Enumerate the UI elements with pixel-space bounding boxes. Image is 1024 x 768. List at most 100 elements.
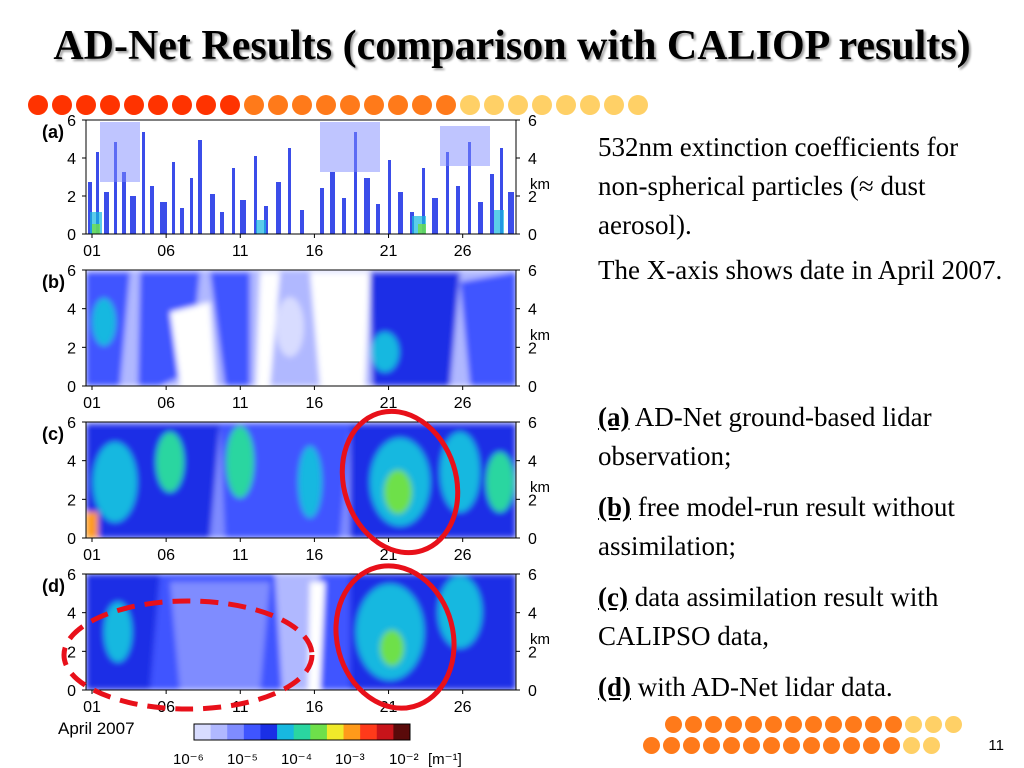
- colorbar-swatch: [343, 724, 361, 740]
- y-tick-label-right: 2: [528, 644, 537, 661]
- y-tick-label-right: 4: [528, 302, 537, 319]
- panel-d-label: (d): [42, 576, 65, 596]
- y-tick-label: 2: [67, 340, 76, 357]
- y-tick-label-right: 4: [528, 606, 537, 623]
- y-tick-label: 4: [67, 151, 76, 168]
- y-tick-label-right: 2: [528, 189, 537, 206]
- panel-b-plot: [85, 269, 517, 387]
- footer-dots-bottom: [643, 737, 940, 754]
- description-block: 532nm extinction coefficients for non-sp…: [598, 128, 1013, 290]
- y-tick-label-right: 0: [528, 531, 537, 548]
- colorbar-tick-label: 10⁻⁶: [173, 751, 204, 768]
- colorbar-swatch: [360, 724, 378, 740]
- colorbar-swatch: [227, 724, 245, 740]
- x-tick-label: 21: [380, 395, 398, 412]
- y-tick-label-right: 2: [528, 492, 537, 509]
- x-tick-label: 06: [157, 547, 175, 564]
- x-tick-label: 06: [157, 395, 175, 412]
- x-tick-label: 01: [83, 699, 101, 716]
- y-tick-label: 0: [67, 683, 76, 700]
- y-tick-label: 6: [67, 415, 76, 432]
- x-tick-label: 26: [454, 699, 472, 716]
- x-tick-label: 11: [232, 547, 249, 564]
- x-tick-label: 26: [454, 395, 472, 412]
- x-tick-label: 01: [83, 243, 101, 260]
- y-tick-label-right: 4: [528, 151, 537, 168]
- x-tick-label: 16: [306, 243, 324, 260]
- colorbar-unit: [m⁻¹]: [428, 751, 462, 768]
- colorbar-swatch: [393, 724, 411, 740]
- x-tick-label: 11: [232, 395, 249, 412]
- y-unit-label: km: [530, 176, 550, 193]
- y-tick-label: 4: [67, 454, 76, 471]
- x-tick-label: 01: [83, 395, 101, 412]
- panel-d-plot: [85, 573, 517, 691]
- colorbar-swatch: [194, 724, 212, 740]
- y-unit-label: km: [530, 631, 550, 648]
- panel-c-plot: [85, 421, 517, 539]
- colorbar-swatch: [243, 724, 261, 740]
- y-tick-label: 0: [67, 379, 76, 396]
- description-line-1: 532nm extinction coefficients for non-sp…: [598, 132, 959, 240]
- colorbar-tick-label: 10⁻²: [389, 751, 419, 768]
- panel-a-label: (a): [42, 122, 64, 142]
- footer-dots-top: [665, 716, 962, 733]
- y-tick-label-right: 6: [528, 567, 537, 584]
- panel-c-label: (c): [42, 424, 64, 444]
- x-tick-label: 06: [157, 699, 175, 716]
- colorbar: [193, 723, 411, 741]
- x-tick-label: 16: [306, 547, 324, 564]
- x-tick-label: 21: [380, 243, 398, 260]
- highlight-dashed-ellipse-d: [61, 598, 315, 712]
- title-divider-dots: [28, 95, 648, 115]
- colorbar-swatch: [376, 724, 394, 740]
- y-tick-label-right: 4: [528, 454, 537, 471]
- legend-item-a: (a) AD-Net ground-based lidar observatio…: [598, 402, 932, 471]
- y-tick-label: 4: [67, 606, 76, 623]
- colorbar-swatch: [310, 724, 328, 740]
- slide-title: AD-Net Results (comparison with CALIOP r…: [53, 23, 971, 69]
- x-tick-label: 01: [83, 547, 101, 564]
- highlight-ellipse-c: [339, 408, 461, 556]
- legend-item-d: (d) with AD-Net lidar data.: [598, 672, 893, 702]
- colorbar-swatch: [260, 724, 278, 740]
- colorbar-swatch: [210, 724, 228, 740]
- panel-a-plot: [85, 119, 517, 235]
- y-tick-label: 2: [67, 189, 76, 206]
- legend-item-c: (c) data assimilation result with CALIPS…: [598, 582, 939, 651]
- y-tick-label-right: 0: [528, 227, 537, 244]
- y-tick-label: 0: [67, 227, 76, 244]
- colorbar-tick-label: 10⁻³: [335, 751, 365, 768]
- y-tick-label: 2: [67, 644, 76, 661]
- y-tick-label: 6: [67, 263, 76, 280]
- y-tick-label-right: 0: [528, 683, 537, 700]
- x-tick-label: 26: [454, 243, 472, 260]
- x-tick-label: 16: [306, 395, 324, 412]
- x-tick-label: 16: [306, 699, 324, 716]
- y-tick-label: 2: [67, 492, 76, 509]
- colorbar-swatch: [277, 724, 295, 740]
- panel-legend-list: (a) AD-Net ground-based lidar observatio…: [598, 398, 1013, 707]
- y-unit-label: km: [530, 327, 550, 344]
- y-tick-label-right: 6: [528, 415, 537, 432]
- x-axis-caption: April 2007: [58, 719, 135, 738]
- y-tick-label-right: 6: [528, 113, 537, 130]
- description-line-2: The X-axis shows date in April 2007.: [598, 255, 1003, 285]
- colorbar-tick-label: 10⁻⁴: [281, 751, 312, 768]
- legend-item-b: (b) free model-run result without assimi…: [598, 492, 955, 561]
- x-tick-label: 11: [232, 243, 249, 260]
- y-tick-label-right: 2: [528, 340, 537, 357]
- x-tick-label: 26: [454, 547, 472, 564]
- y-tick-label-right: 6: [528, 263, 537, 280]
- panel-b-label: (b): [42, 272, 65, 292]
- colorbar-border: [193, 723, 411, 741]
- y-tick-label: 6: [67, 567, 76, 584]
- y-tick-label: 6: [67, 113, 76, 130]
- y-unit-label: km: [530, 479, 550, 496]
- y-tick-label: 4: [67, 302, 76, 319]
- page-number: 11: [988, 737, 1004, 754]
- y-tick-label-right: 0: [528, 379, 537, 396]
- x-tick-label: 06: [157, 243, 175, 260]
